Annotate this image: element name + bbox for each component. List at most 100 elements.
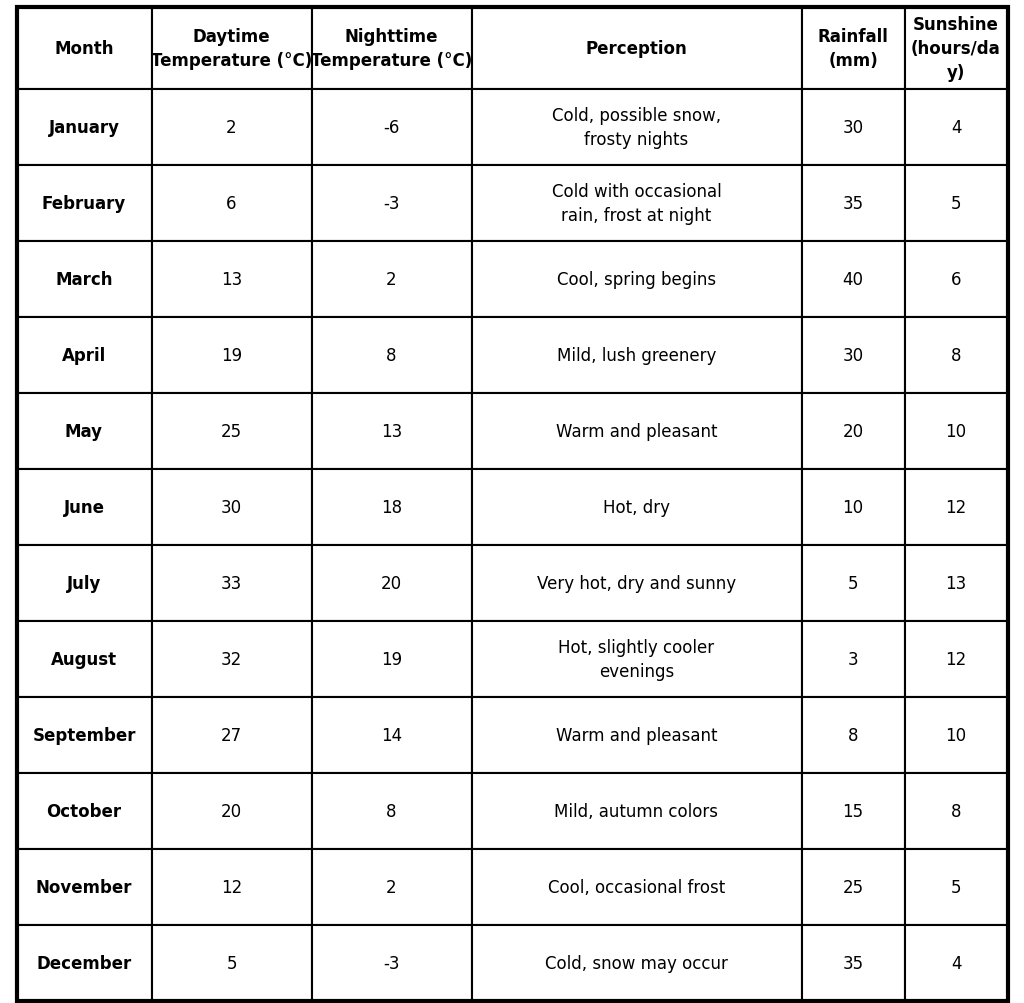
Bar — [16, 90, 152, 165]
Bar — [802, 850, 904, 925]
Bar — [16, 393, 152, 469]
Text: 30: 30 — [843, 347, 863, 365]
Text: Hot, dry: Hot, dry — [603, 498, 670, 517]
Bar — [904, 242, 1008, 318]
Text: 32: 32 — [221, 650, 242, 668]
Bar — [16, 773, 152, 850]
Text: 19: 19 — [381, 650, 402, 668]
Text: Warm and pleasant: Warm and pleasant — [556, 726, 717, 744]
Text: Daytime
Temperature (°C): Daytime Temperature (°C) — [151, 28, 312, 70]
Bar — [471, 393, 802, 469]
Text: February: February — [42, 195, 126, 213]
Text: Cold, snow may occur: Cold, snow may occur — [545, 954, 728, 972]
Text: 13: 13 — [221, 271, 242, 289]
Bar — [471, 242, 802, 318]
Text: 8: 8 — [386, 802, 396, 820]
Text: Cool, spring begins: Cool, spring begins — [557, 271, 716, 289]
Text: 18: 18 — [381, 498, 402, 517]
Bar — [471, 697, 802, 773]
Bar — [904, 318, 1008, 393]
Bar — [802, 697, 904, 773]
Bar — [471, 469, 802, 546]
Text: May: May — [65, 422, 103, 440]
Bar — [311, 546, 471, 622]
Text: 8: 8 — [950, 802, 962, 820]
Bar — [311, 925, 471, 1001]
Bar — [311, 90, 471, 165]
Text: 35: 35 — [843, 954, 863, 972]
Text: December: December — [37, 954, 132, 972]
Bar — [152, 773, 311, 850]
Text: 20: 20 — [843, 422, 863, 440]
Text: 8: 8 — [950, 347, 962, 365]
Text: Rainfall
(mm): Rainfall (mm) — [817, 28, 889, 70]
Text: 12: 12 — [945, 498, 967, 517]
Bar — [471, 318, 802, 393]
Text: 15: 15 — [843, 802, 863, 820]
Bar — [802, 165, 904, 242]
Bar — [311, 165, 471, 242]
Text: Month: Month — [54, 40, 114, 58]
Text: July: July — [67, 575, 101, 593]
Text: Mild, lush greenery: Mild, lush greenery — [557, 347, 716, 365]
Text: 35: 35 — [843, 195, 863, 213]
Text: Cold, possible snow,
frosty nights: Cold, possible snow, frosty nights — [552, 107, 721, 148]
Text: 5: 5 — [950, 878, 962, 896]
Bar — [904, 8, 1008, 90]
Bar — [802, 773, 904, 850]
Text: 30: 30 — [221, 498, 242, 517]
Bar — [16, 697, 152, 773]
Bar — [152, 697, 311, 773]
Bar — [152, 925, 311, 1001]
Bar — [311, 850, 471, 925]
Text: 13: 13 — [381, 422, 402, 440]
Text: Cold with occasional
rain, frost at night: Cold with occasional rain, frost at nigh… — [552, 183, 721, 225]
Text: January: January — [48, 119, 120, 136]
Bar — [16, 546, 152, 622]
Bar — [152, 469, 311, 546]
Text: Very hot, dry and sunny: Very hot, dry and sunny — [537, 575, 736, 593]
Bar — [152, 393, 311, 469]
Text: -6: -6 — [383, 119, 399, 136]
Bar — [311, 393, 471, 469]
Text: 2: 2 — [386, 271, 397, 289]
Bar — [471, 925, 802, 1001]
Text: 19: 19 — [221, 347, 242, 365]
Text: 12: 12 — [945, 650, 967, 668]
Text: 2: 2 — [386, 878, 397, 896]
Bar — [471, 773, 802, 850]
Bar — [311, 469, 471, 546]
Text: 33: 33 — [221, 575, 242, 593]
Bar — [16, 165, 152, 242]
Text: 3: 3 — [848, 650, 858, 668]
Text: April: April — [61, 347, 106, 365]
Bar — [152, 318, 311, 393]
Bar — [904, 925, 1008, 1001]
Text: -3: -3 — [383, 954, 399, 972]
Text: 30: 30 — [843, 119, 863, 136]
Text: 4: 4 — [950, 954, 962, 972]
Text: -3: -3 — [383, 195, 399, 213]
Text: Hot, slightly cooler
evenings: Hot, slightly cooler evenings — [558, 639, 715, 680]
Text: June: June — [63, 498, 104, 517]
Text: 10: 10 — [945, 726, 967, 744]
Bar — [471, 90, 802, 165]
Bar — [471, 850, 802, 925]
Text: 12: 12 — [221, 878, 242, 896]
Bar — [904, 393, 1008, 469]
Text: 20: 20 — [221, 802, 242, 820]
Bar — [152, 165, 311, 242]
Bar — [152, 90, 311, 165]
Text: 20: 20 — [381, 575, 402, 593]
Text: October: October — [46, 802, 122, 820]
Bar — [802, 546, 904, 622]
Text: March: March — [55, 271, 113, 289]
Bar — [311, 242, 471, 318]
Bar — [16, 622, 152, 697]
Bar — [802, 90, 904, 165]
Text: Perception: Perception — [586, 40, 687, 58]
Text: 27: 27 — [221, 726, 242, 744]
Bar — [904, 850, 1008, 925]
Text: Nighttime
Temperature (°C): Nighttime Temperature (°C) — [311, 28, 472, 70]
Bar — [16, 850, 152, 925]
